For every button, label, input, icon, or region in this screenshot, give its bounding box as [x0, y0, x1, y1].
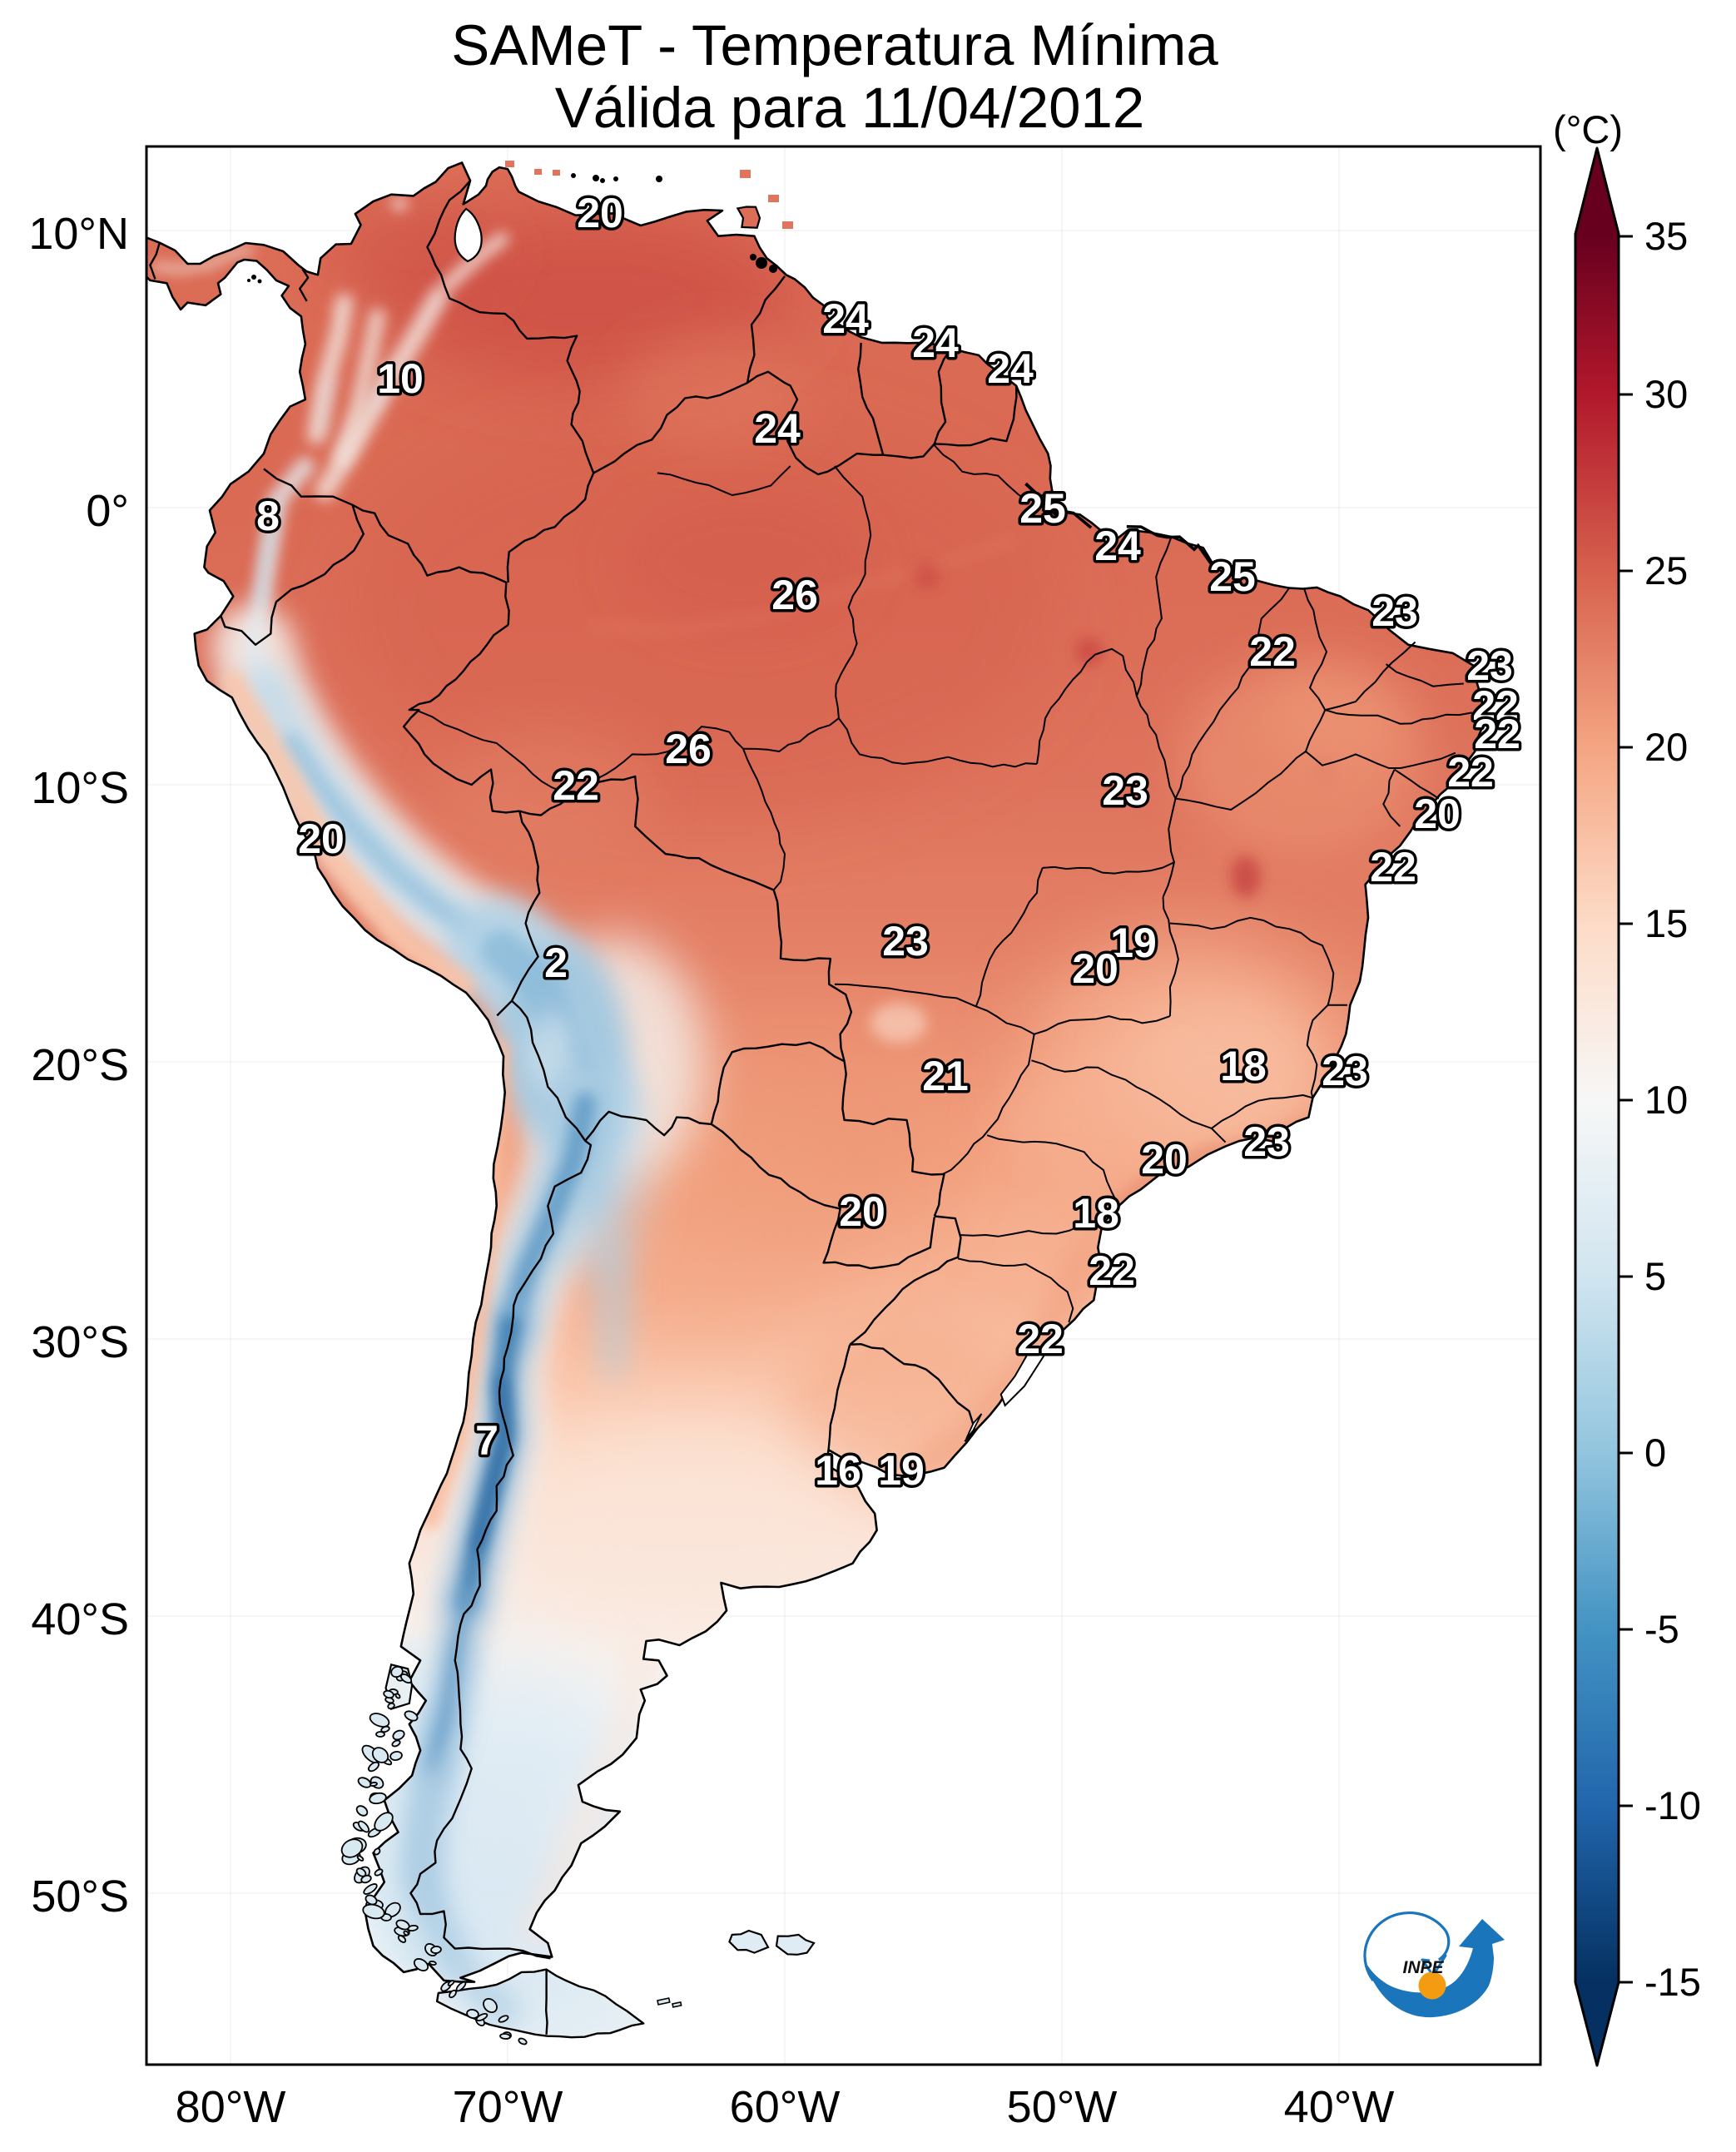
svg-text:20: 20: [839, 1188, 885, 1235]
svg-text:23: 23: [1102, 767, 1148, 814]
svg-text:30°S: 30°S: [31, 1317, 129, 1367]
svg-text:5: 5: [1644, 1254, 1666, 1298]
svg-text:(°C): (°C): [1553, 107, 1623, 151]
svg-text:24: 24: [1094, 523, 1141, 569]
svg-text:22: 22: [1370, 844, 1416, 890]
svg-text:50°W: 50°W: [1007, 2082, 1118, 2132]
svg-text:19: 19: [1110, 920, 1157, 966]
svg-text:40°W: 40°W: [1284, 2082, 1395, 2132]
svg-text:8: 8: [256, 493, 280, 539]
svg-text:30: 30: [1644, 372, 1688, 416]
svg-text:22: 22: [1472, 682, 1519, 729]
svg-text:20: 20: [1644, 725, 1688, 769]
svg-text:24: 24: [754, 405, 801, 452]
svg-text:23: 23: [1243, 1118, 1290, 1165]
svg-text:25: 25: [1209, 553, 1256, 600]
svg-text:50°S: 50°S: [31, 1872, 129, 1921]
svg-text:40°S: 40°S: [31, 1594, 129, 1644]
svg-text:23: 23: [1371, 588, 1418, 635]
svg-text:22: 22: [1089, 1247, 1135, 1294]
svg-text:-5: -5: [1644, 1607, 1679, 1651]
svg-text:22: 22: [1447, 749, 1494, 796]
svg-text:20: 20: [298, 816, 345, 862]
svg-text:25: 25: [1019, 485, 1066, 532]
svg-text:20: 20: [1072, 945, 1118, 992]
svg-text:26: 26: [771, 572, 818, 618]
svg-text:80°W: 80°W: [176, 2082, 286, 2132]
svg-text:0: 0: [1644, 1431, 1666, 1475]
svg-text:24: 24: [912, 320, 959, 366]
svg-text:2: 2: [544, 940, 568, 986]
svg-text:19: 19: [878, 1447, 925, 1494]
svg-text:-10: -10: [1644, 1783, 1701, 1827]
svg-text:22: 22: [553, 762, 599, 809]
svg-text:10: 10: [377, 355, 424, 402]
svg-text:0°: 0°: [86, 486, 129, 536]
svg-text:60°W: 60°W: [730, 2082, 841, 2132]
svg-text:26: 26: [665, 726, 712, 772]
svg-text:70°W: 70°W: [453, 2082, 563, 2132]
svg-text:22: 22: [1017, 1316, 1064, 1362]
svg-text:21: 21: [922, 1053, 969, 1099]
svg-text:15: 15: [1644, 901, 1688, 945]
svg-text:25: 25: [1644, 548, 1688, 593]
svg-text:24: 24: [822, 295, 869, 342]
svg-text:23: 23: [1322, 1048, 1368, 1094]
svg-text:35: 35: [1644, 214, 1688, 258]
svg-text:22: 22: [1474, 711, 1520, 757]
svg-text:22: 22: [1249, 628, 1296, 675]
svg-text:10°N: 10°N: [28, 209, 129, 259]
svg-text:16: 16: [815, 1447, 861, 1494]
svg-text:10°S: 10°S: [31, 763, 129, 813]
svg-text:SAMeT - Temperatura Mínima: SAMeT - Temperatura Mínima: [451, 13, 1218, 77]
svg-text:24: 24: [987, 345, 1034, 392]
svg-text:7: 7: [475, 1417, 498, 1464]
svg-text:10: 10: [1644, 1078, 1688, 1122]
svg-text:18: 18: [1220, 1043, 1267, 1089]
svg-text:20°S: 20°S: [31, 1040, 129, 1090]
svg-text:20: 20: [1141, 1136, 1188, 1183]
svg-text:-15: -15: [1644, 1960, 1701, 2004]
svg-text:20: 20: [1414, 791, 1461, 837]
svg-text:Válida para 11/04/2012: Válida para 11/04/2012: [555, 76, 1144, 140]
svg-text:23: 23: [882, 918, 929, 964]
svg-text:23: 23: [1466, 642, 1513, 689]
svg-text:INPE: INPE: [1402, 1958, 1444, 1977]
svg-text:20: 20: [577, 190, 623, 236]
svg-text:18: 18: [1073, 1190, 1119, 1237]
